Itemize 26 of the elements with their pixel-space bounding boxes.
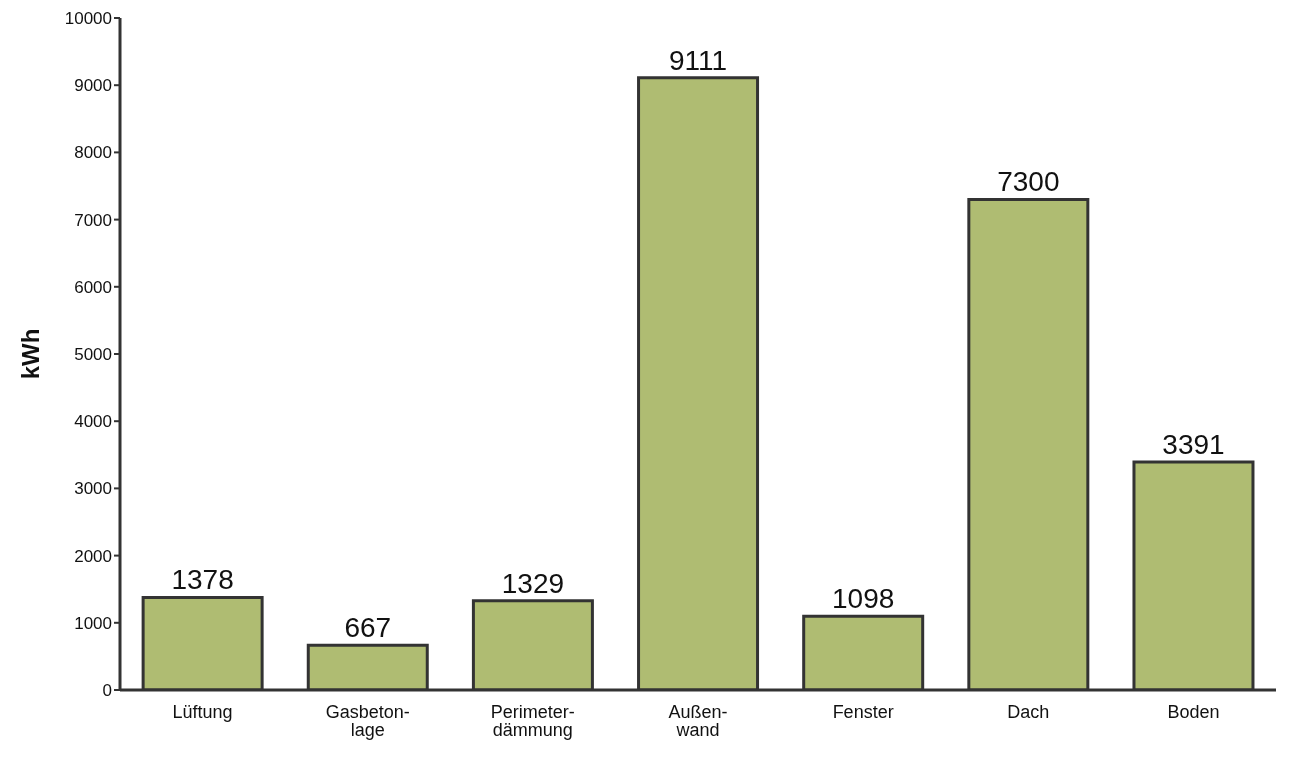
data-label: 3391 [1162, 429, 1225, 461]
y-tick-label: 4000 [74, 412, 112, 432]
x-tick-label: Gasbeton- lage [325, 702, 410, 740]
y-tick-label: 0 [102, 681, 112, 701]
x-tick-label: Fenster [832, 702, 894, 722]
x-tick-label: Perimeter- dämmung [490, 702, 575, 740]
data-label: 7300 [997, 166, 1060, 198]
y-tick-label: 8000 [74, 143, 112, 163]
x-tick-label: Dach [1007, 702, 1050, 722]
data-label: 667 [344, 612, 392, 644]
y-tick-label: 9000 [74, 76, 112, 96]
y-tick-label: 6000 [74, 277, 112, 297]
x-tick-label: Boden [1167, 702, 1220, 722]
y-axis-title: kWh [16, 328, 44, 380]
y-tick-label: 2000 [74, 546, 112, 566]
y-tick-label: 7000 [74, 210, 112, 230]
y-tick-label: 1000 [74, 613, 112, 633]
data-label: 9111 [668, 44, 728, 76]
y-tick-label: 3000 [74, 479, 112, 499]
data-label: 1329 [501, 567, 565, 599]
y-tick-label: 5000 [74, 345, 112, 365]
y-tick-label: 10000 [64, 9, 112, 29]
x-tick-label: Lüftung [172, 702, 233, 722]
x-tick-label: Außen- wand [668, 702, 728, 740]
data-label: 1098 [832, 583, 895, 615]
data-label: 1378 [171, 564, 234, 596]
